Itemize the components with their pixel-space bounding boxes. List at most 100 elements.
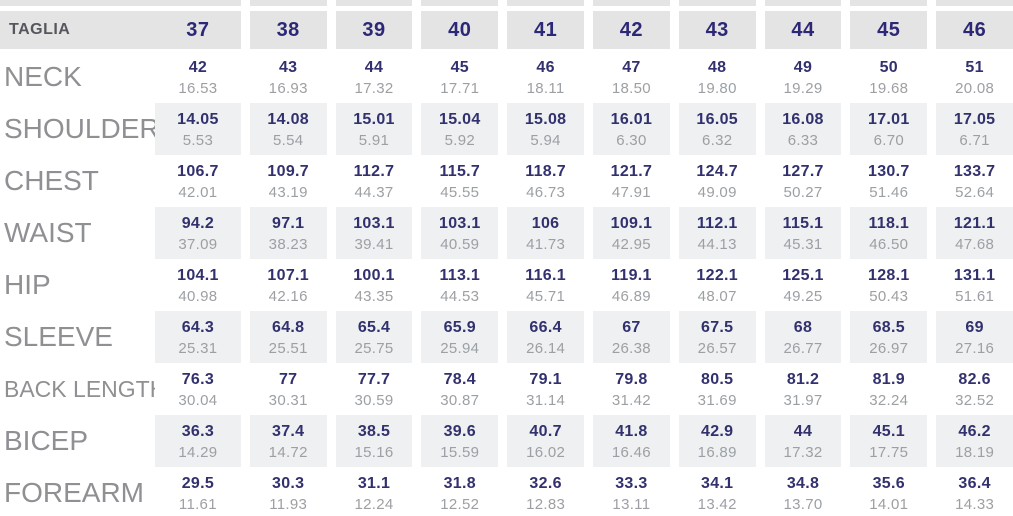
- inch-value: 6.71: [959, 131, 990, 149]
- measurement-cell: 131.1 51.61: [927, 259, 1013, 311]
- table-row: FOREARM 29.5 11.61 30.3 11.93 31.1 12.24 31.8 12…: [0, 467, 1013, 516]
- measurement-cell: 15.08 5.94: [498, 103, 584, 155]
- size-column-header: 43: [669, 11, 756, 49]
- measurement-cell: 50 19.68: [841, 51, 928, 103]
- table-row: WAIST 94.2 37.09 97.1 38.23 103.1 39.41 103.1 40…: [0, 207, 1013, 259]
- inch-value: 46.50: [869, 235, 909, 253]
- measurement-cell: 106.7 42.01: [155, 155, 241, 207]
- measurement-cell: 119.1 46.89: [584, 259, 670, 311]
- inch-value: 17.75: [869, 443, 909, 461]
- cm-value: 118.7: [525, 162, 566, 180]
- measurement-cell: 17.05 6.71: [927, 103, 1013, 155]
- inch-value: 47.91: [611, 183, 651, 201]
- cm-value: 14.05: [177, 110, 219, 128]
- measurement-cell: 64.8 25.51: [240, 311, 327, 363]
- measurement-cell: 30.3 11.93: [240, 467, 327, 516]
- measurement-cell: 44 17.32: [755, 415, 842, 467]
- measurement-cell: 79.1 31.14: [498, 363, 584, 415]
- sliver-cell: [927, 0, 1013, 6]
- cm-value: 36.3: [181, 422, 215, 440]
- inch-value: 42.01: [178, 183, 218, 201]
- measurement-cell: 77.7 30.59: [326, 363, 413, 415]
- measurement-cell: 118.7 46.73: [498, 155, 584, 207]
- measurement-cell: 45.1 17.75: [841, 415, 928, 467]
- measurement-cell: 115.7 45.55: [412, 155, 499, 207]
- measurement-cell: 34.1 13.42: [669, 467, 756, 516]
- cm-value: 40.7: [529, 422, 562, 440]
- inch-value: 50.27: [783, 183, 823, 201]
- cm-value: 45.1: [872, 422, 905, 440]
- cm-value: 68: [793, 318, 813, 336]
- cm-value: 51: [965, 58, 984, 76]
- measurement-cell: 127.7 50.27: [755, 155, 842, 207]
- measurement-cell: 41.8 16.46: [584, 415, 670, 467]
- inch-value: 11.93: [269, 495, 308, 513]
- measurement-cell: 65.9 25.94: [412, 311, 499, 363]
- cm-value: 64.3: [181, 318, 215, 336]
- inch-value: 52.64: [955, 183, 995, 201]
- cm-value: 133.7: [953, 162, 996, 180]
- measurement-cell: 64.3 25.31: [155, 311, 241, 363]
- inch-value: 14.01: [869, 495, 909, 513]
- measurement-cell: 121.1 47.68: [927, 207, 1013, 259]
- cm-value: 17.01: [868, 110, 910, 128]
- cm-value: 82.6: [958, 370, 991, 388]
- sliver-cell: [326, 0, 413, 6]
- inch-value: 49.25: [783, 287, 823, 305]
- cm-value: 119.1: [611, 266, 652, 284]
- cm-value: 65.9: [443, 318, 476, 336]
- measurement-cell: 109.1 42.95: [584, 207, 670, 259]
- inch-value: 11.61: [178, 495, 217, 513]
- cm-value: 79.1: [529, 370, 562, 388]
- measurement-cell: 106 41.73: [498, 207, 584, 259]
- table-row: BACK LENGTH 76.3 30.04 77 30.31 77.7 30.59 78.4…: [0, 363, 1013, 415]
- inch-value: 41.73: [526, 235, 566, 253]
- measurement-cell: 36.3 14.29: [155, 415, 241, 467]
- size-column-header: 45: [841, 11, 928, 49]
- cm-value: 35.6: [872, 474, 905, 492]
- cm-value: 30.3: [272, 474, 305, 492]
- measurement-cell: 15.01 5.91: [326, 103, 413, 155]
- measurement-cell: 14.05 5.53: [155, 103, 241, 155]
- row-label: NECK: [0, 51, 155, 103]
- sliver-cell: [412, 0, 499, 6]
- inch-value: 39.41: [354, 235, 394, 253]
- cm-value: 66.4: [529, 318, 562, 336]
- measurement-cell: 15.04 5.92: [412, 103, 499, 155]
- inch-value: 14.72: [268, 443, 308, 461]
- measurement-cell: 16.08 6.33: [755, 103, 842, 155]
- sliver-label-cell: [0, 0, 155, 6]
- measurement-cell: 115.1 45.31: [755, 207, 842, 259]
- cm-value: 16.08: [782, 110, 824, 128]
- measurement-cell: 118.1 46.50: [841, 207, 928, 259]
- cm-value: 41.8: [615, 422, 648, 440]
- row-label: SLEEVE: [0, 311, 155, 363]
- measurement-cell: 77 30.31: [240, 363, 327, 415]
- inch-value: 31.69: [697, 391, 737, 409]
- cm-value: 121.7: [610, 162, 653, 180]
- cm-value: 77: [278, 370, 298, 388]
- inch-value: 45.31: [783, 235, 823, 253]
- cm-value: 69: [965, 318, 984, 336]
- measurement-cell: 94.2 37.09: [155, 207, 241, 259]
- inch-value: 16.89: [697, 443, 737, 461]
- inch-value: 45.71: [526, 287, 566, 305]
- measurement-cell: 81.9 32.24: [841, 363, 928, 415]
- inch-value: 18.50: [611, 79, 651, 97]
- measurement-cell: 43 16.93: [240, 51, 327, 103]
- cm-value: 42: [188, 58, 208, 76]
- sliver-cell: [155, 0, 241, 6]
- inch-value: 13.70: [783, 495, 823, 513]
- inch-value: 30.31: [268, 391, 308, 409]
- table-top-sliver-row: [0, 0, 1013, 6]
- inch-value: 46.89: [611, 287, 651, 305]
- measurement-cell: 100.1 43.35: [326, 259, 413, 311]
- inch-value: 50.43: [869, 287, 909, 305]
- inch-value: 31.97: [783, 391, 823, 409]
- cm-value: 64.8: [272, 318, 305, 336]
- size-column-header: 41: [498, 11, 584, 49]
- inch-value: 18.11: [526, 79, 565, 97]
- cm-value: 113.1: [439, 266, 481, 284]
- cm-value: 81.2: [786, 370, 820, 388]
- cm-value: 38.5: [357, 422, 391, 440]
